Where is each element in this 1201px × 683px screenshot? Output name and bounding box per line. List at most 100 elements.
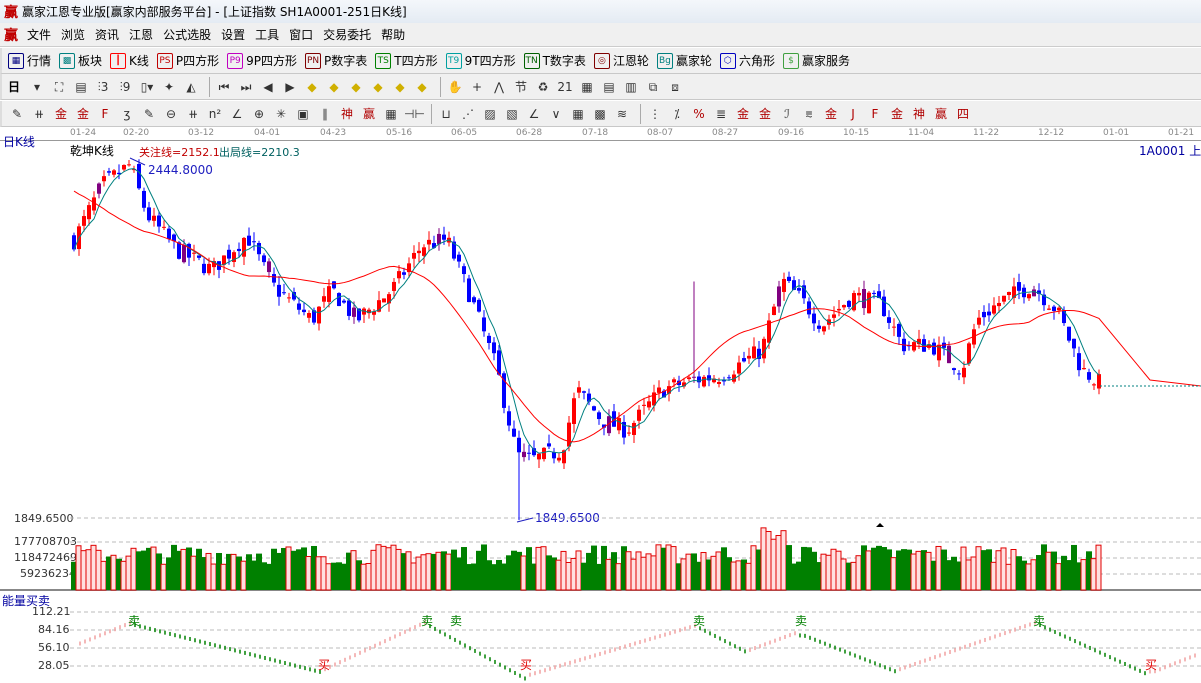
tool-icon[interactable]: ♻ [537, 79, 549, 94]
toolbar-button[interactable]: P9 9P四方形 [227, 52, 297, 69]
toolbar-button[interactable]: TN T数字表 [523, 52, 586, 69]
tool-icon[interactable]: ✋ [447, 79, 463, 94]
tool-icon[interactable]: ▦ [572, 106, 584, 121]
toolbar-button[interactable]: ▦ 行情 [8, 52, 51, 69]
tool-icon[interactable]: ◆ [395, 79, 405, 94]
menu-tools[interactable]: 工具 [255, 28, 280, 42]
tool-icon[interactable]: 金 [758, 106, 771, 121]
tool-icon[interactable]: ⁒ [674, 106, 680, 121]
tool-icon[interactable]: ▾ [34, 79, 41, 94]
tool-icon[interactable]: ∨ [551, 106, 561, 121]
tool-icon[interactable]: ◭ [186, 79, 196, 94]
toolbar-button[interactable]: $ 赢家服务 [782, 52, 850, 69]
tool-icon[interactable]: ▦ [385, 106, 397, 121]
tool-icon[interactable]: ⊖ [165, 106, 177, 121]
toolbar-button[interactable]: PS P四方形 [156, 52, 219, 69]
tool-icon[interactable]: 金 [890, 106, 903, 121]
tool-icon[interactable]: J [851, 106, 855, 121]
period-select[interactable]: 日 [8, 78, 20, 95]
tool-icon[interactable]: ⧈ [671, 79, 679, 94]
tool-icon[interactable]: 21 [557, 79, 573, 94]
tool-icon[interactable]: n² [208, 106, 222, 121]
tool-icon[interactable]: ⧺ [187, 106, 199, 121]
tool-icon[interactable]: 金 [76, 106, 89, 121]
tool-icon[interactable]: ▶ [285, 79, 295, 94]
menu-file[interactable]: 文件 [27, 28, 52, 42]
toolbar-icon: ┃ [110, 52, 127, 69]
toolbar-button[interactable]: ▩ 板块 [59, 52, 102, 69]
menu-logo[interactable]: 赢 [4, 27, 18, 44]
tool-icon[interactable]: ◆ [351, 79, 361, 94]
toolbar-button[interactable]: ⬡ 六角形 [719, 52, 775, 69]
tool-icon[interactable]: 金 [54, 106, 67, 121]
menu-browse[interactable]: 浏览 [61, 28, 86, 42]
tool-icon[interactable]: % [693, 106, 705, 121]
tool-icon[interactable]: ◆ [417, 79, 427, 94]
tool-icon[interactable]: ✦ [163, 79, 175, 94]
tool-icon[interactable]: ⊕ [253, 106, 265, 121]
tool-icon[interactable]: ◆ [329, 79, 339, 94]
tool-icon[interactable]: ▥ [625, 79, 637, 94]
toolbar-button[interactable]: PN P数字表 [305, 52, 367, 69]
tool-icon[interactable]: ⫶9 [119, 79, 131, 94]
menu-trade[interactable]: 交易委托 [323, 28, 372, 42]
tool-icon[interactable]: ≋ [616, 106, 628, 121]
tool-icon[interactable]: 神 [340, 106, 353, 121]
tool-icon[interactable]: ▯▾ [140, 79, 154, 94]
tool-icon[interactable]: ◀ [263, 79, 273, 94]
toolbar-button[interactable]: TS T四方形 [375, 52, 438, 69]
tool-icon[interactable]: 神 [912, 106, 925, 121]
tool-icon[interactable]: F [871, 106, 879, 121]
tool-icon[interactable]: ⏭ [240, 79, 252, 94]
tool-icon[interactable]: ▧ [506, 106, 518, 121]
tool-icon[interactable]: ▦ [581, 79, 593, 94]
tool-icon[interactable]: ▣ [297, 106, 309, 121]
tool-icon[interactable]: ▩ [594, 106, 606, 121]
tool-icon[interactable]: ▤ [75, 79, 87, 94]
tool-icon[interactable]: ∠ [528, 106, 540, 121]
tool-icon[interactable]: 赢 [362, 106, 375, 121]
tool-icon[interactable]: + [471, 79, 483, 94]
tool-icon[interactable]: F [101, 106, 109, 121]
tool-icon[interactable]: ✎ [143, 106, 155, 121]
tool-icon[interactable]: ⋀ [494, 79, 504, 94]
tool-icon[interactable]: 金 [736, 106, 749, 121]
toolbar-button[interactable]: T9 9T四方形 [445, 52, 516, 69]
tool-icon[interactable]: ⧉ [648, 79, 658, 94]
tool-icon[interactable]: 节 [515, 79, 528, 94]
menu-settings[interactable]: 设置 [221, 28, 246, 42]
toolbar-button[interactable]: ◎ 江恩轮 [593, 52, 649, 69]
menu-help[interactable]: 帮助 [381, 28, 406, 42]
menu-gann[interactable]: 江恩 [129, 28, 154, 42]
tool-icon[interactable]: ⊔ [441, 106, 451, 121]
tool-icon[interactable]: ⊣⊢ [404, 106, 425, 121]
toolbar-button[interactable]: Bg 赢家轮 [656, 52, 712, 69]
tool-icon[interactable]: 四 [956, 106, 969, 121]
tool-icon[interactable]: ∠ [231, 106, 243, 121]
tool-icon[interactable]: ▤ [603, 79, 615, 94]
menu-formula[interactable]: 公式选股 [163, 28, 212, 42]
tool-icon[interactable]: ⫶3 [97, 79, 109, 94]
tool-icon[interactable]: ⏮ [218, 79, 230, 94]
tool-icon[interactable]: ∥ [322, 106, 328, 121]
tool-icon[interactable]: ⋰ [462, 106, 474, 121]
tool-icon[interactable]: ⧺ [33, 106, 45, 121]
tool-icon[interactable]: 金 [824, 106, 837, 121]
candle-body [552, 452, 556, 459]
tool-icon[interactable]: ⛶ [54, 79, 64, 94]
tool-icon[interactable]: ◆ [373, 79, 383, 94]
tool-icon[interactable]: ◆ [307, 79, 317, 94]
tool-icon[interactable]: ℐ [784, 106, 790, 121]
tool-icon[interactable]: ⩳ [805, 106, 813, 121]
tool-icon[interactable]: ✳ [275, 106, 287, 121]
tool-icon[interactable]: 赢 [934, 106, 947, 121]
tool-icon[interactable]: ʒ [123, 106, 131, 121]
toolbar-button[interactable]: ┃ K线 [110, 52, 149, 69]
menu-window[interactable]: 窗口 [289, 28, 314, 42]
tool-icon[interactable]: ≣ [715, 106, 727, 121]
menu-info[interactable]: 资讯 [95, 28, 120, 42]
tool-icon[interactable]: ✎ [11, 106, 23, 121]
tool-icon[interactable]: ⋮ [649, 106, 661, 121]
tool-icon[interactable]: ▨ [484, 106, 496, 121]
